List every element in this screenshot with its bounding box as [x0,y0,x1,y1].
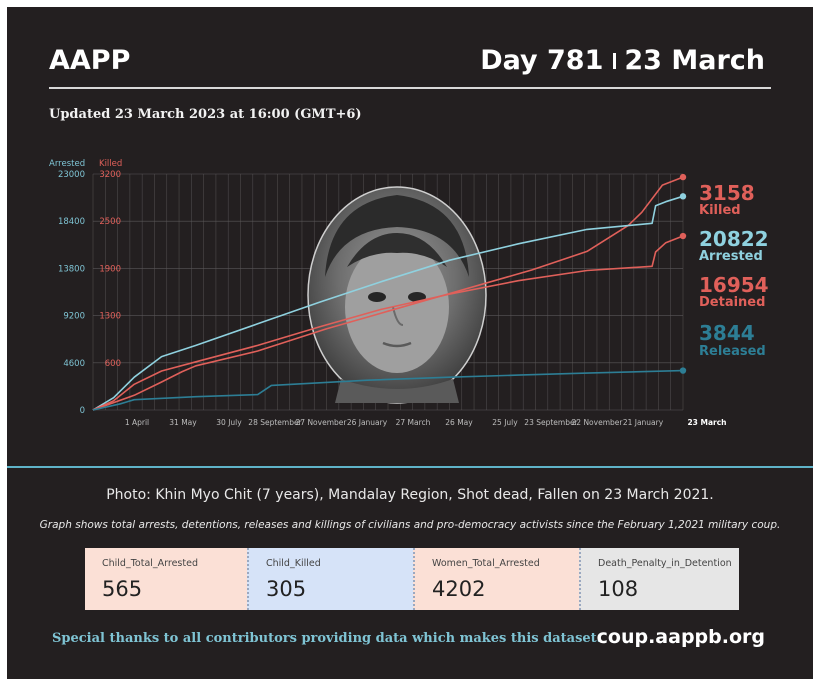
x-tick-label: 23 March [687,418,726,427]
chart-series [92,173,687,411]
y-tick-label-killed: 3200 [99,170,121,180]
report-date: 23 March [624,45,765,76]
y-tick-label-arrested: 18400 [58,217,85,227]
thanks-note: Special thanks to all contributors provi… [52,631,602,646]
site-url: coup.aappb.org [596,626,765,648]
header-divider [49,87,771,89]
cumulative-line-chart: Arrested Killed 0 4600 9200 13800 18400 23000 60… [49,159,769,427]
day-date-title: Day 781 23 March [480,45,765,76]
org-title: AAPP [49,45,131,76]
graph-note: Graph shows total arrests, detentions, r… [39,519,781,531]
updated-timestamp: Updated 23 March 2023 at 16:00 (GMT+6) [49,107,362,122]
series-end-dot-detained [679,232,687,240]
series-end-dot-killed [679,173,687,181]
series-line-arrested [92,195,684,411]
stat-label: Child_Killed [266,558,321,569]
chart-divider [7,466,813,468]
series-line-detained [92,235,684,411]
day-count: Day 781 [480,45,604,76]
infographic-panel: AAPP Day 781 23 March Updated 23 March 20… [7,7,813,679]
x-tick-label: 26 May [445,418,473,427]
series-end-dot-released [679,367,687,374]
end-name-detained: Detained [699,295,765,310]
stat-value: 108 [598,577,639,601]
y-axis-title-killed: Killed [99,159,122,169]
x-tick-label: 27 March [396,418,431,427]
x-tick-label: 25 July [492,418,518,427]
stat-label: Death_Penalty_in_Detention [598,558,732,569]
end-name-arrested: Arrested [699,249,763,264]
child-portrait [307,186,487,404]
stat-value: 305 [266,577,307,601]
x-tick-label: 28 September [248,418,302,427]
series-end-dot-arrested [679,193,687,200]
series-line-released [92,369,684,411]
stats-row: Child_Total_Arrested 565 Child_Killed 30… [85,548,739,610]
x-tick-label: 22 November [572,418,624,427]
x-tick-label: 27 November [296,418,348,427]
stat-child-total-arrested: Child_Total_Arrested 565 [85,548,247,610]
x-tick-label: 23 September [524,418,578,427]
x-tick-label: 26 January [347,418,388,427]
stat-death-penalty: Death_Penalty_in_Detention 108 [579,548,739,610]
end-value-killed: 3158 [699,181,755,205]
y-tick-label-arrested: 4600 [63,359,85,369]
x-tick-label: 31 May [169,418,197,427]
photo-caption: Photo: Khin Myo Chit (7 years), Mandalay… [106,487,714,503]
stat-label: Women_Total_Arrested [432,558,540,569]
y-tick-label-killed: 2500 [99,217,121,227]
x-tick-label: 30 July [216,418,242,427]
y-tick-label-killed: 1900 [99,264,121,274]
y-tick-label-arrested: 0 [80,406,85,416]
stat-child-killed: Child_Killed 305 [247,548,413,610]
end-value-released: 3844 [699,321,755,345]
y-tick-label-arrested: 23000 [58,170,85,180]
y-tick-label-arrested: 9200 [63,312,85,322]
end-value-detained: 16954 [699,273,769,297]
y-tick-label-killed: 600 [105,359,121,369]
title-separator [613,52,617,69]
stat-value: 4202 [432,577,486,601]
stat-women-total-arrested: Women_Total_Arrested 4202 [413,548,579,610]
series-line-killed [92,176,684,411]
x-tick-label: 21 January [623,418,664,427]
y-tick-label-killed: 1300 [99,312,121,322]
stat-value: 565 [102,577,143,601]
stat-label: Child_Total_Arrested [102,558,198,569]
x-tick-label: 1 April [125,418,149,427]
y-axes: Arrested Killed 0 4600 9200 13800 18400 23000 60… [49,159,122,416]
end-value-arrested: 20822 [699,227,769,251]
y-tick-label-arrested: 13800 [58,264,85,274]
end-name-killed: Killed [699,203,741,218]
y-axis-title-arrested: Arrested [49,159,85,169]
end-name-released: Released [699,344,766,359]
